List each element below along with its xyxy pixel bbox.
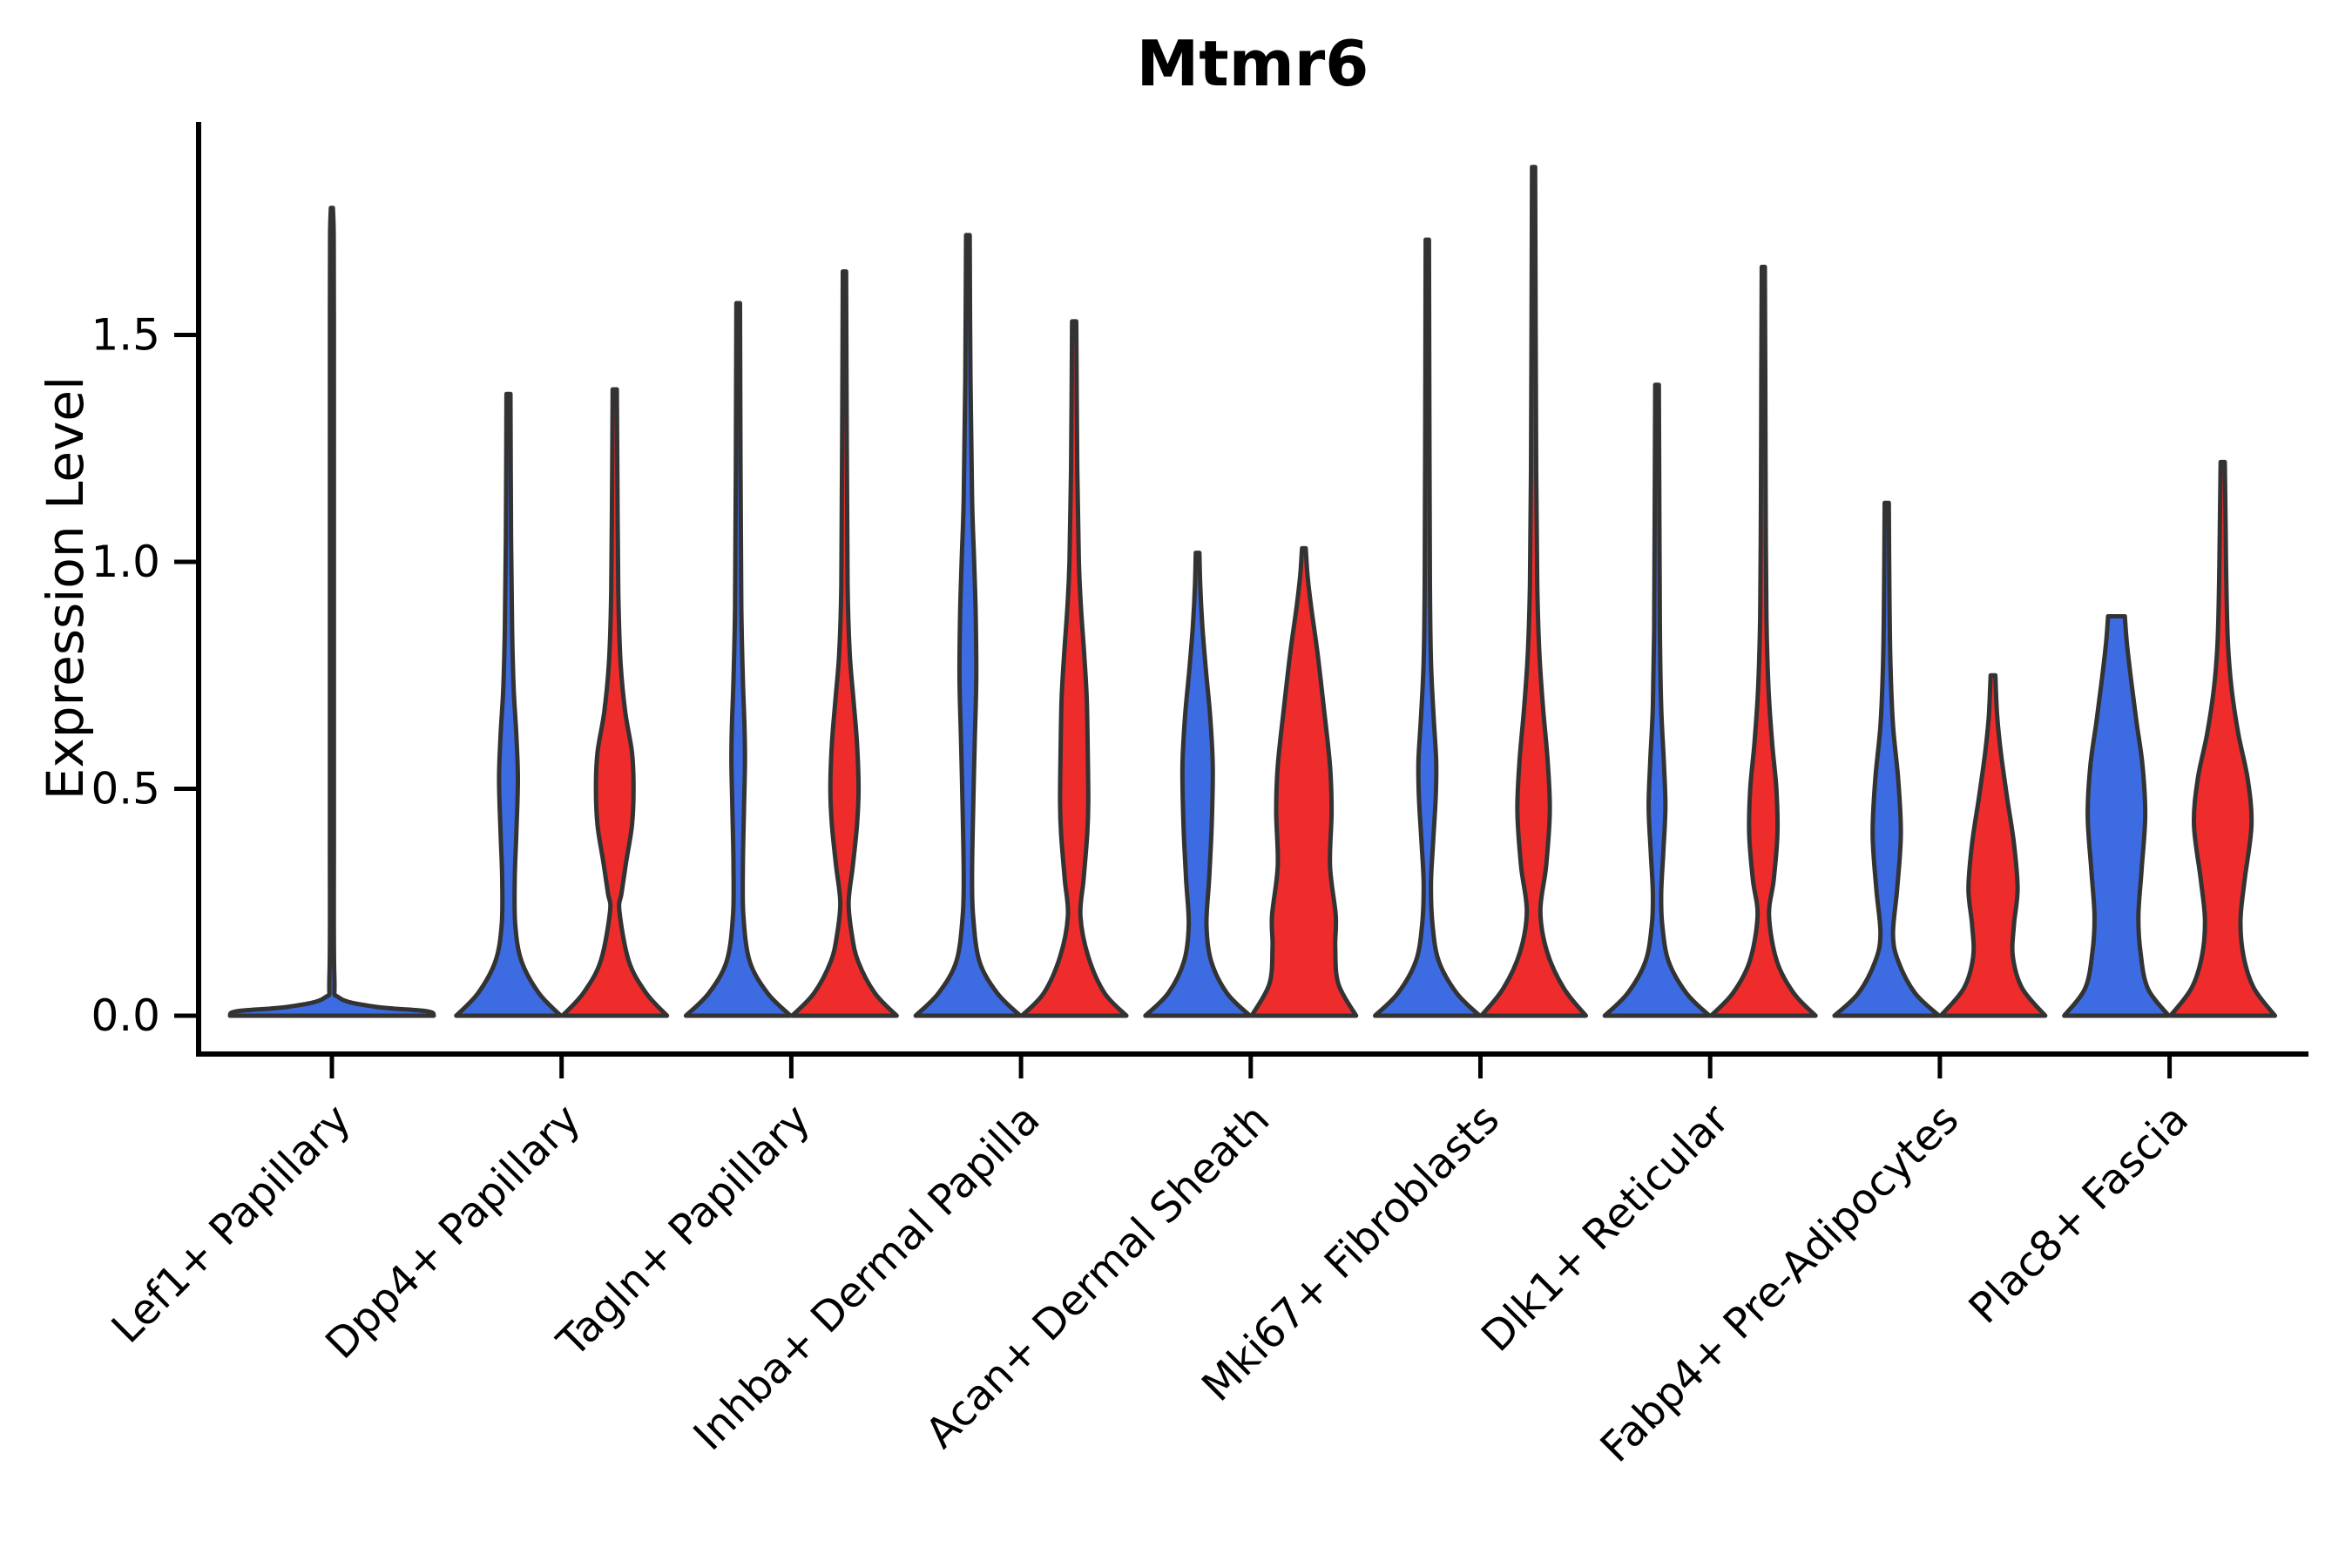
violin-dpp4-papillary-condition-blue bbox=[454, 391, 564, 1018]
violin-dlk1-reticular-condition-red bbox=[1708, 264, 1818, 1018]
x-tick-label: Lef1+ Papillary bbox=[103, 1095, 361, 1353]
violin-acan-dermal-sheath-condition-blue bbox=[1143, 551, 1253, 1018]
y-tick-label: 0.5 bbox=[91, 764, 160, 814]
violin-fabp4-pre-adipocytes-condition-red bbox=[1938, 672, 2048, 1018]
x-tick-label: Plac8+ Fascia bbox=[1960, 1095, 2199, 1334]
x-tick-label: Tagln+ Papillary bbox=[548, 1095, 820, 1367]
x-tick-label: Dlk1+ Reticular bbox=[1472, 1095, 1739, 1362]
violin-inhba-dermal-papilla-condition-red bbox=[1019, 319, 1129, 1018]
violin-acan-dermal-sheath-condition-red bbox=[1249, 545, 1359, 1018]
violin-fabp4-pre-adipocytes-condition-blue bbox=[1832, 500, 1942, 1018]
violin-mki67-fibroblasts-condition-red bbox=[1479, 165, 1588, 1018]
violin-dlk1-reticular-condition-blue bbox=[1602, 382, 1712, 1018]
y-tick-label: 0.0 bbox=[91, 990, 160, 1041]
y-tick-label: 1.5 bbox=[91, 310, 160, 361]
violin-tagln-papillary-condition-blue bbox=[683, 301, 793, 1018]
violin-plac8-fascia-condition-red bbox=[2168, 459, 2278, 1018]
violin-inhba-dermal-papilla-condition-blue bbox=[913, 233, 1023, 1018]
violin-mki67-fibroblasts-condition-blue bbox=[1373, 237, 1482, 1018]
violin-lef1-papillary-condition-blue bbox=[227, 206, 436, 1018]
y-axis-label: Expression Level bbox=[36, 376, 95, 800]
violins-layer bbox=[227, 165, 2278, 1018]
violin-tagln-papillary-condition-red bbox=[789, 269, 899, 1018]
violin-plac8-fascia-condition-blue bbox=[2062, 614, 2172, 1018]
y-tick-label: 1.0 bbox=[91, 537, 160, 587]
chart-title: Mtmr6 bbox=[1137, 27, 1369, 100]
violin-dpp4-papillary-condition-red bbox=[560, 387, 670, 1018]
x-tick-label: Dpp4+ Papillary bbox=[316, 1095, 590, 1369]
